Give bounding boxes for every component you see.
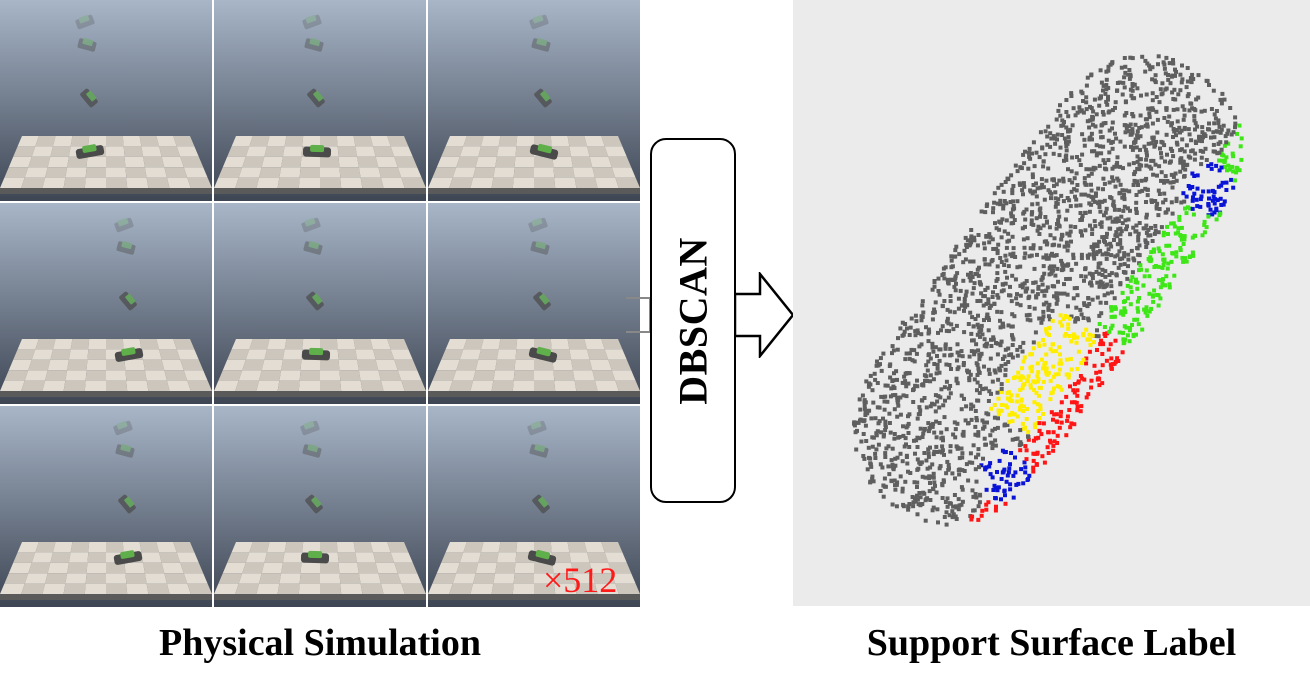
simulation-frame (0, 406, 212, 607)
input-arrow (626, 297, 651, 333)
simulation-frame (0, 0, 212, 201)
simulation-frame (214, 0, 426, 201)
simulation-frame (428, 0, 640, 201)
point-cloud-panel (793, 0, 1310, 606)
simulation-frame (428, 406, 640, 607)
simulation-frame (428, 203, 640, 404)
simulation-count-label: ×512 (543, 560, 618, 600)
dbscan-box: DBSCAN (650, 138, 736, 503)
output-arrow-icon (734, 272, 795, 358)
caption-physical-simulation: Physical Simulation (159, 622, 481, 664)
simulation-frame (214, 203, 426, 404)
simulation-frame (0, 203, 212, 404)
simulation-grid (0, 0, 640, 607)
simulation-frame (214, 406, 426, 607)
dbscan-label: DBSCAN (670, 236, 716, 405)
caption-support-surface-label: Support Surface Label (866, 622, 1237, 664)
point-cloud (852, 54, 1244, 527)
